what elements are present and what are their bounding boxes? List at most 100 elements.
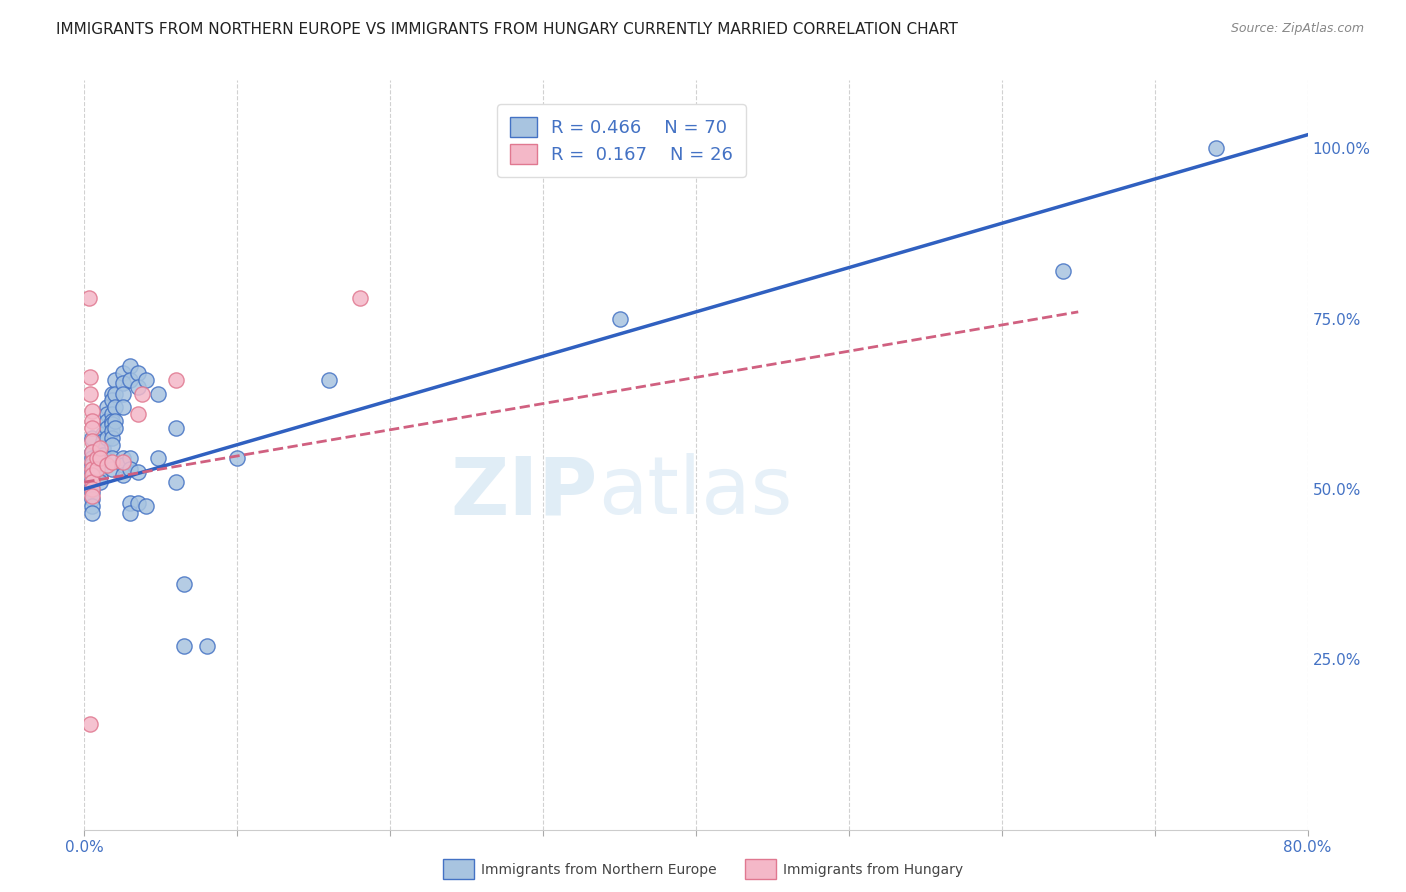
Point xyxy=(101,407,124,421)
Point xyxy=(80,414,103,428)
Point xyxy=(104,373,127,387)
Point xyxy=(80,444,103,458)
Point xyxy=(101,461,124,475)
Point xyxy=(111,366,134,380)
Point xyxy=(80,489,103,503)
Point xyxy=(96,420,118,434)
Point xyxy=(80,482,103,496)
Point xyxy=(120,495,142,509)
Point xyxy=(80,420,103,434)
Text: IMMIGRANTS FROM NORTHERN EUROPE VS IMMIGRANTS FROM HUNGARY CURRENTLY MARRIED COR: IMMIGRANTS FROM NORTHERN EUROPE VS IMMIG… xyxy=(56,22,957,37)
Point xyxy=(318,373,340,387)
Point xyxy=(120,373,142,387)
Point xyxy=(127,495,149,509)
Point xyxy=(111,376,134,391)
Point xyxy=(86,461,108,475)
Point xyxy=(1052,264,1074,278)
Point xyxy=(80,478,103,492)
Point xyxy=(165,420,187,434)
Point xyxy=(135,499,157,513)
Point xyxy=(89,441,111,455)
Point xyxy=(80,458,103,472)
Point xyxy=(101,455,124,469)
Point xyxy=(91,448,114,462)
Point xyxy=(89,455,111,469)
Point xyxy=(80,485,103,500)
Point xyxy=(101,424,124,438)
Point xyxy=(91,441,114,455)
Point xyxy=(165,373,187,387)
Point xyxy=(101,386,124,401)
Legend: R = 0.466    N = 70, R =  0.167    N = 26: R = 0.466 N = 70, R = 0.167 N = 26 xyxy=(498,104,745,177)
Point xyxy=(86,451,108,466)
Point xyxy=(146,451,169,466)
Point xyxy=(79,369,101,384)
Point xyxy=(80,499,103,513)
Point xyxy=(80,472,103,486)
Text: atlas: atlas xyxy=(598,453,793,532)
Point xyxy=(127,407,149,421)
Point xyxy=(120,451,142,466)
Point xyxy=(80,465,103,479)
Point xyxy=(111,458,134,472)
Point xyxy=(80,451,103,466)
Point xyxy=(349,291,371,305)
Point xyxy=(127,465,149,479)
Point xyxy=(111,386,134,401)
Point xyxy=(104,401,127,415)
Point xyxy=(79,717,101,731)
Point xyxy=(80,461,103,475)
Point xyxy=(101,393,124,408)
Point xyxy=(91,434,114,449)
Point xyxy=(120,461,142,475)
Point xyxy=(131,386,153,401)
Point xyxy=(101,417,124,432)
Point xyxy=(89,461,111,475)
Point xyxy=(111,468,134,483)
Point xyxy=(101,451,124,466)
Point xyxy=(111,451,134,466)
Text: Immigrants from Hungary: Immigrants from Hungary xyxy=(783,863,963,877)
Point xyxy=(80,434,103,449)
Point xyxy=(89,448,111,462)
Point xyxy=(135,373,157,387)
Point xyxy=(146,386,169,401)
Point xyxy=(77,291,100,305)
Point xyxy=(127,380,149,394)
Point xyxy=(96,407,118,421)
Point xyxy=(111,401,134,415)
Point xyxy=(120,506,142,520)
Point xyxy=(89,468,111,483)
Point xyxy=(96,401,118,415)
Point xyxy=(96,414,118,428)
Point xyxy=(89,441,111,455)
Text: Source: ZipAtlas.com: Source: ZipAtlas.com xyxy=(1230,22,1364,36)
Point xyxy=(89,475,111,490)
Point xyxy=(111,455,134,469)
Point xyxy=(80,492,103,507)
Point xyxy=(104,386,127,401)
Point xyxy=(80,475,103,490)
Point xyxy=(80,468,103,483)
Point xyxy=(96,458,118,472)
Text: Immigrants from Northern Europe: Immigrants from Northern Europe xyxy=(481,863,717,877)
Point xyxy=(96,431,118,445)
Point xyxy=(80,506,103,520)
Point xyxy=(127,366,149,380)
Point xyxy=(80,444,103,458)
Point xyxy=(101,431,124,445)
Point xyxy=(80,403,103,417)
Point xyxy=(104,414,127,428)
Point xyxy=(120,359,142,374)
Point xyxy=(89,451,111,466)
Text: ZIP: ZIP xyxy=(451,453,598,532)
Point xyxy=(101,438,124,452)
Point xyxy=(165,475,187,490)
Point xyxy=(195,639,218,653)
Point xyxy=(104,420,127,434)
Point xyxy=(101,414,124,428)
Point xyxy=(609,311,631,326)
Point xyxy=(1205,141,1227,155)
Point xyxy=(91,427,114,442)
Point xyxy=(80,455,103,469)
